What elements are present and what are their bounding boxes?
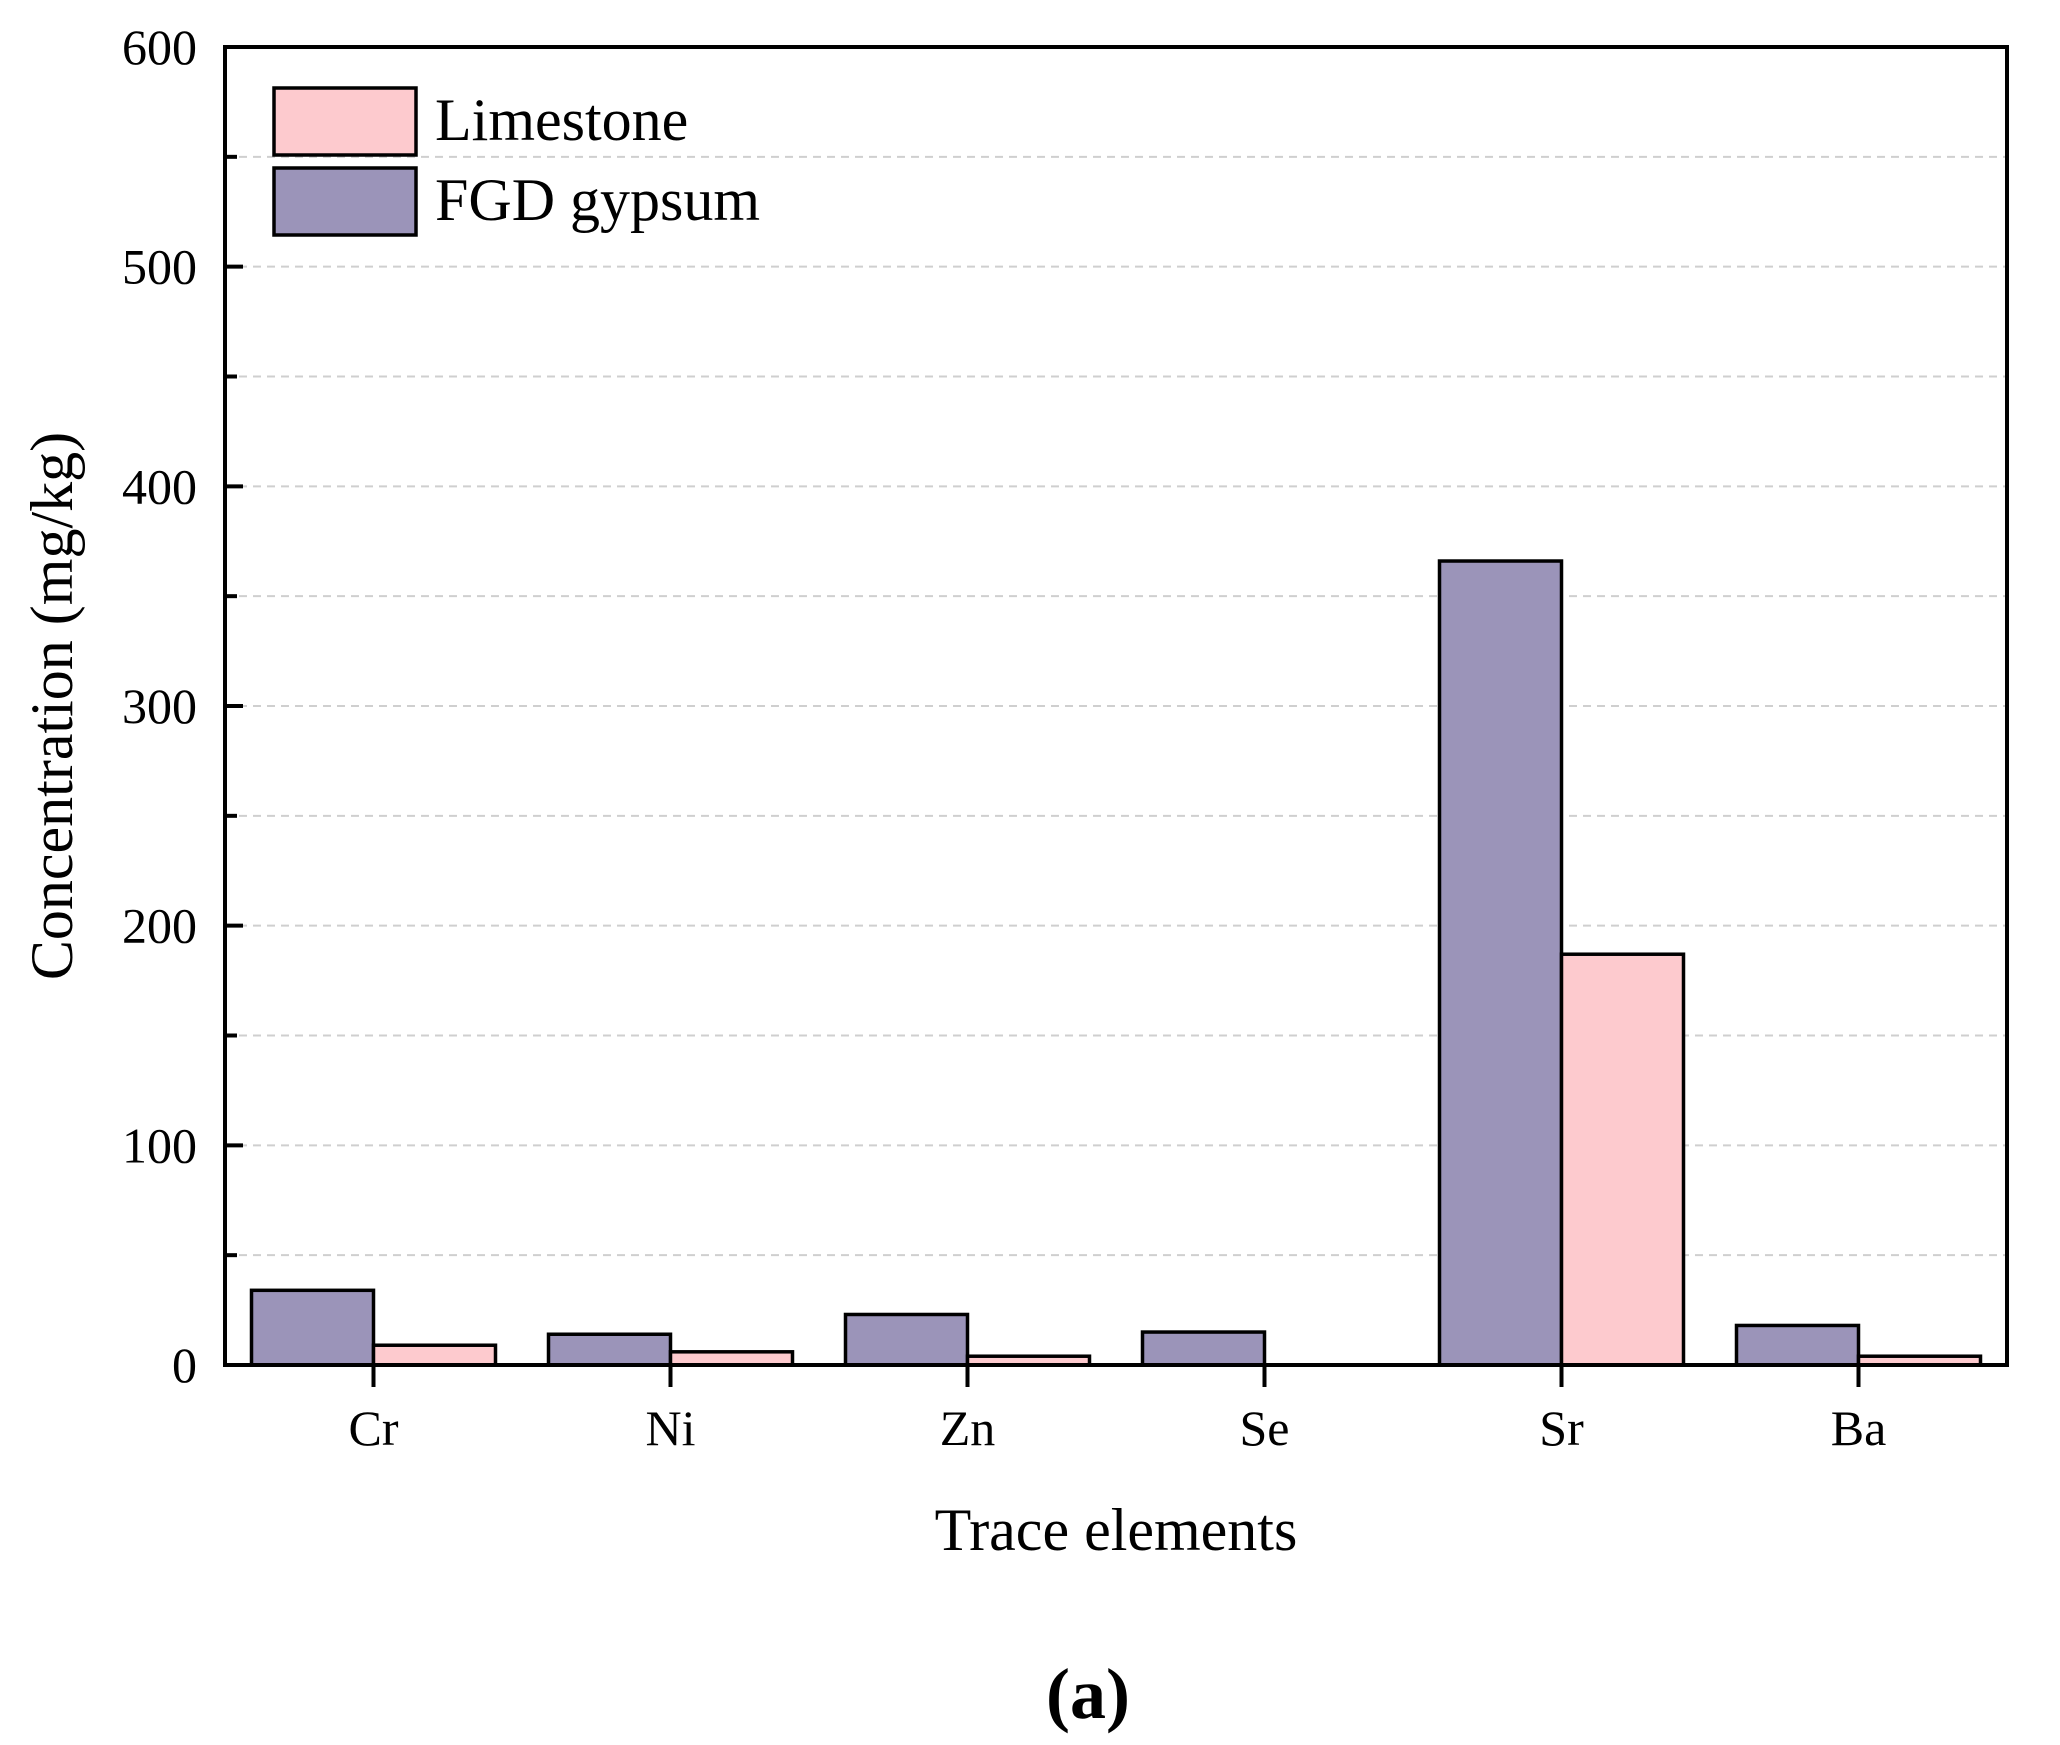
bar-fgd-gypsum-sr: [1437, 559, 1564, 1367]
x-tick-label: Se: [1240, 1400, 1290, 1456]
bar-fgd-gypsum-se: [1140, 1330, 1267, 1367]
bar-fgd-gypsum-zn: [843, 1312, 970, 1367]
x-tick-label: Ni: [646, 1400, 696, 1456]
tick-labels: 0 100 200 300 400 500 600 Cr Ni Zn Se Sr Ba: [122, 19, 1886, 1456]
y-tick-label: 600: [122, 19, 197, 75]
y-tick-label: 200: [122, 898, 197, 954]
x-axis-title: Trace elements: [935, 1497, 1298, 1563]
x-tick-label: Cr: [349, 1400, 399, 1456]
panel-label: (a): [1046, 1654, 1130, 1734]
bar-fgd-gypsum-ni: [546, 1332, 673, 1367]
y-tick-label: 300: [122, 678, 197, 734]
x-tick-label: Zn: [940, 1400, 996, 1456]
bar-limestone-sr: [1559, 952, 1686, 1367]
legend: Limestone FGD gypsum: [272, 86, 760, 237]
legend-label: Limestone: [435, 87, 688, 153]
bars: [249, 559, 1983, 1367]
y-tick-label: 500: [122, 239, 197, 295]
legend-label: FGD gypsum: [435, 167, 760, 233]
axis-ticks: [225, 45, 1861, 1387]
legend-swatch: [272, 86, 418, 157]
y-tick-label: 100: [122, 1117, 197, 1173]
legend-swatch: [272, 166, 418, 237]
bar-fgd-gypsum-cr: [249, 1288, 376, 1367]
grid-lines: [225, 155, 2007, 1257]
x-tick-label: Ba: [1831, 1400, 1887, 1456]
y-axis-title: Concentration (mg/kg): [19, 432, 85, 980]
y-tick-label: 400: [122, 458, 197, 514]
bar-fgd-gypsum-ba: [1734, 1323, 1861, 1367]
y-tick-label: 0: [172, 1337, 197, 1393]
x-tick-label: Sr: [1539, 1400, 1584, 1456]
bar-limestone-cr: [371, 1343, 498, 1367]
